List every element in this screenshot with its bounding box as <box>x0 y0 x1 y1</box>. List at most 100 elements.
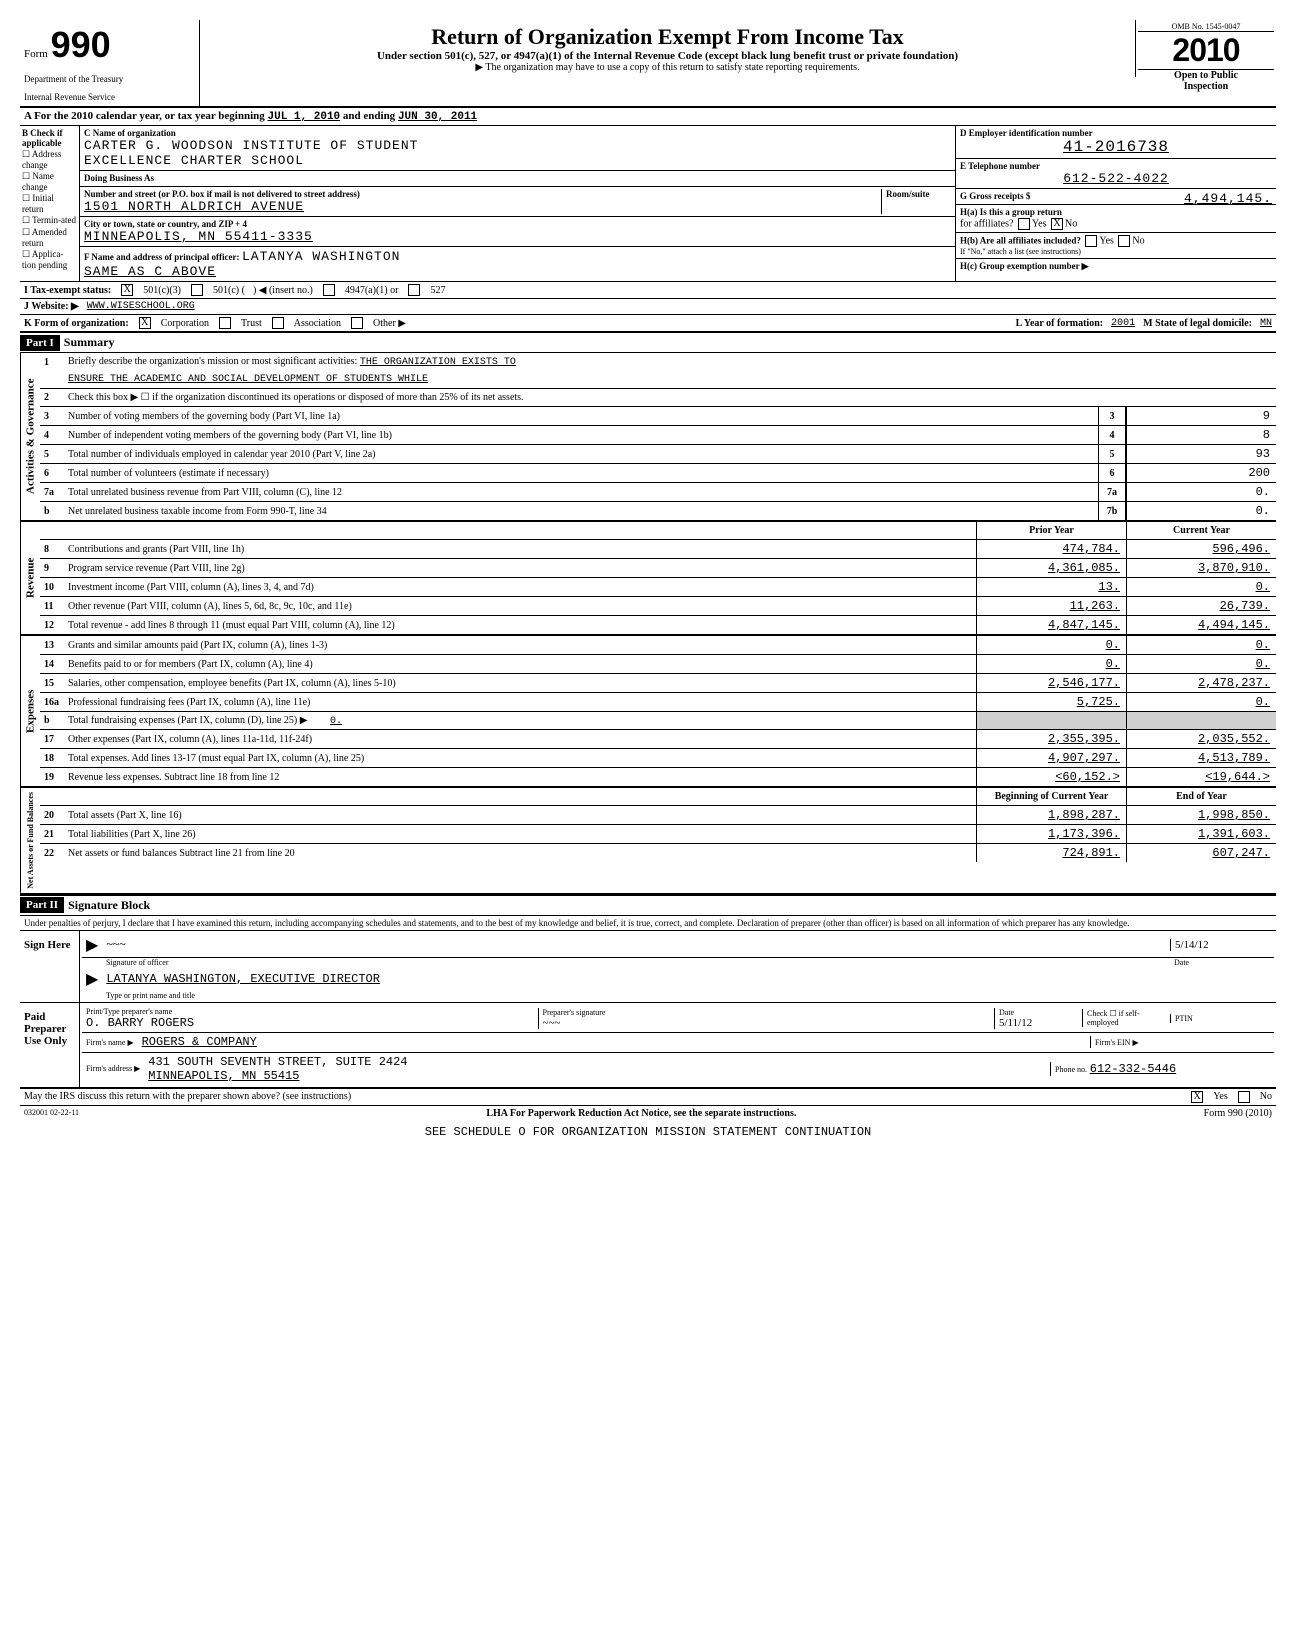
hb-yes-checkbox[interactable] <box>1085 235 1097 247</box>
line-16b-curr-shaded <box>1126 712 1276 729</box>
check-name[interactable]: ☐ Name change <box>22 171 77 192</box>
line-4-text: Number of independent voting members of … <box>64 428 1098 443</box>
preparer-name-line: Print/Type preparer's name O. BARRY ROGE… <box>82 1005 1274 1033</box>
line-14-prior: 0. <box>976 655 1126 673</box>
discuss-yes-checkbox[interactable]: X <box>1191 1091 1203 1103</box>
i-527-checkbox[interactable] <box>408 284 420 296</box>
line-21-prior: 1,173,396. <box>976 825 1126 843</box>
netassets-section: Net Assets or Fund Balances Beginning of… <box>20 788 1276 895</box>
line-12: 12 Total revenue - add lines 8 through 1… <box>40 616 1276 634</box>
sign-here-section: Sign Here ▶ ~~~ 5/14/12 Signature of off… <box>20 931 1276 1003</box>
line-21-curr: 1,391,603. <box>1126 825 1276 843</box>
firm-addr-label: Firm's address ▶ <box>86 1064 140 1073</box>
revenue-body: Prior Year Current Year 8 Contributions … <box>40 522 1276 634</box>
line-8-prior: 474,784. <box>976 540 1126 558</box>
line-11-prior: 11,263. <box>976 597 1126 615</box>
firm-addr1: 431 SOUTH SEVENTH STREET, SUITE 2424 <box>148 1055 1042 1069</box>
line-21-text: Total liabilities (Part X, line 26) <box>64 827 976 842</box>
officer-signature[interactable]: ~~~ <box>106 937 1162 952</box>
k-other-checkbox[interactable] <box>351 317 363 329</box>
dept-treasury: Department of the Treasury <box>24 74 195 84</box>
prep-date: 5/11/12 <box>999 1017 1074 1029</box>
f-addr: SAME AS C ABOVE <box>84 264 951 279</box>
m-label: M State of legal domicile: <box>1143 318 1252 329</box>
line-19-prior: <60,152.> <box>976 768 1126 786</box>
date-sublabel: Date <box>1174 958 1274 967</box>
line-22-curr: 607,247. <box>1126 844 1276 862</box>
line-20-num: 20 <box>40 810 64 821</box>
line-21: 21 Total liabilities (Part X, line 26) 1… <box>40 825 1276 844</box>
line-7a: 7a Total unrelated business revenue from… <box>40 483 1276 502</box>
org-column: C Name of organization CARTER G. WOODSON… <box>80 126 956 281</box>
check-terminated[interactable]: ☐ Termin-ated <box>22 215 77 226</box>
k-assoc-checkbox[interactable] <box>272 317 284 329</box>
line-20-curr: 1,998,850. <box>1126 806 1276 824</box>
city-label: City or town, state or country, and ZIP … <box>84 219 951 229</box>
check-amended[interactable]: ☐ Amended return <box>22 227 77 248</box>
i-501c-checkbox[interactable] <box>191 284 203 296</box>
line-18-curr: 4,513,789. <box>1126 749 1276 767</box>
ha-label2: for affiliates? <box>960 218 1013 229</box>
i-501c: 501(c) ( <box>213 285 245 296</box>
netassets-body: Beginning of Current Year End of Year 20… <box>40 788 1276 893</box>
prep-signature[interactable]: ~~~ <box>543 1017 987 1029</box>
line-3-text: Number of voting members of the governin… <box>64 409 1098 424</box>
self-employed-check[interactable]: Check ☐ if self-employed <box>1082 1009 1162 1027</box>
line-2-text: Check this box ▶ ☐ if the organization d… <box>64 390 1276 405</box>
line-17-prior: 2,355,395. <box>976 730 1126 748</box>
prep-name: O. BARRY ROGERS <box>86 1016 530 1030</box>
form-title: Return of Organization Exempt From Incom… <box>208 24 1127 50</box>
i-501c3: 501(c)(3) <box>143 285 181 296</box>
paid-preparer-label: Paid Preparer Use Only <box>20 1003 80 1087</box>
line-14-text: Benefits paid to or for members (Part IX… <box>64 657 976 672</box>
check-application[interactable]: ☐ Applica-tion pending <box>22 249 77 270</box>
line-16a-prior: 5,725. <box>976 693 1126 711</box>
ha-no-checkbox[interactable]: X <box>1051 218 1063 230</box>
i-501c3-checkbox[interactable]: X <box>121 284 133 296</box>
gross-line: G Gross receipts $ 4,494,145. <box>956 189 1276 205</box>
line-9: 9 Program service revenue (Part VIII, li… <box>40 559 1276 578</box>
i-527: 527 <box>430 285 445 296</box>
line-16a: 16a Professional fundraising fees (Part … <box>40 693 1276 712</box>
line-8-text: Contributions and grants (Part VIII, lin… <box>64 542 976 557</box>
line-19: 19 Revenue less expenses. Subtract line … <box>40 768 1276 786</box>
line-18: 18 Total expenses. Add lines 13-17 (must… <box>40 749 1276 768</box>
k-trust-checkbox[interactable] <box>219 317 231 329</box>
form-number-cell: Form 990 Department of the Treasury Inte… <box>20 20 200 106</box>
line-17-curr: 2,035,552. <box>1126 730 1276 748</box>
line-10-num: 10 <box>40 582 64 593</box>
line-16b: b Total fundraising expenses (Part IX, c… <box>40 712 1276 730</box>
revenue-header-row: Prior Year Current Year <box>40 522 1276 540</box>
check-initial[interactable]: ☐ Initial return <box>22 193 77 214</box>
line-19-curr: <19,644.> <box>1126 768 1276 786</box>
netassets-header-row: Beginning of Current Year End of Year <box>40 788 1276 806</box>
firm-addr2: MINNEAPOLIS, MN 55415 <box>148 1069 1042 1083</box>
line-5-box: 5 <box>1098 445 1126 463</box>
i-4947-checkbox[interactable] <box>323 284 335 296</box>
line-9-curr: 3,870,910. <box>1126 559 1276 577</box>
line-9-text: Program service revenue (Part VIII, line… <box>64 561 976 576</box>
line-6-num: 6 <box>40 468 64 479</box>
line-5-text: Total number of individuals employed in … <box>64 447 1098 462</box>
line-9-prior: 4,361,085. <box>976 559 1126 577</box>
line-10-curr: 0. <box>1126 578 1276 596</box>
ptin-label: PTIN <box>1175 1014 1270 1023</box>
line-13-num: 13 <box>40 640 64 651</box>
hc-label: H(c) Group exemption number ▶ <box>960 261 1089 271</box>
m-state: MN <box>1260 318 1272 329</box>
phone-value: 612-522-4022 <box>960 171 1272 186</box>
room-label: Room/suite <box>886 189 951 199</box>
tax-year-mid: and ending <box>343 110 395 122</box>
discuss-no-checkbox[interactable] <box>1238 1091 1250 1103</box>
street-value: 1501 NORTH ALDRICH AVENUE <box>84 199 881 214</box>
i-501c-b: ) ◀ (insert no.) <box>253 285 313 296</box>
line-16b-num: b <box>40 715 64 726</box>
hb-label: H(b) Are all affiliates included? <box>960 235 1081 245</box>
line-7a-box: 7a <box>1098 483 1126 501</box>
hb-no-checkbox[interactable] <box>1118 235 1130 247</box>
ha-yes-checkbox[interactable] <box>1018 218 1030 230</box>
b-label: B Check if applicable <box>22 128 77 148</box>
k-corp-checkbox[interactable]: X <box>139 317 151 329</box>
check-address[interactable]: ☐ Address change <box>22 149 77 170</box>
line-7a-text: Total unrelated business revenue from Pa… <box>64 485 1098 500</box>
